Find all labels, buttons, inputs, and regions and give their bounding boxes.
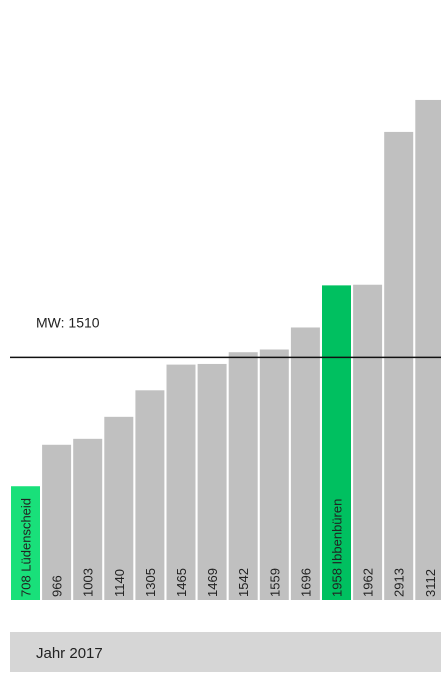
value-label: 1469 [205,568,220,597]
bar [415,99,441,600]
bar [384,131,414,601]
bar [259,349,289,600]
value-label: 1305 [143,568,158,597]
bar [166,364,196,600]
value-label: 1542 [236,568,251,597]
bar [104,416,134,600]
bar [353,284,383,600]
mean-label: MW: 1510 [36,314,100,330]
footer-band [10,632,441,672]
footer-label: Jahr 2017 [36,645,103,662]
bar [228,352,258,600]
value-label: 2913 [392,568,407,597]
bar [197,363,227,600]
bar [322,285,351,600]
value-label: 1140 [112,569,127,597]
value-label: 1696 [298,568,313,597]
value-label: 1465 [174,568,189,597]
value-label: 966 [50,575,65,597]
bar [42,444,72,600]
value-label: 1962 [361,568,376,597]
bar [290,327,320,600]
bar [11,486,40,600]
bar [135,390,165,600]
value-label: 708 Lüdenscheid [19,498,34,597]
value-label: 3112 [423,569,438,597]
value-label: 1958 Ibbenbüren [330,499,345,597]
value-label: 1559 [267,568,282,597]
value-label: 1003 [81,568,96,597]
bar [73,438,103,600]
